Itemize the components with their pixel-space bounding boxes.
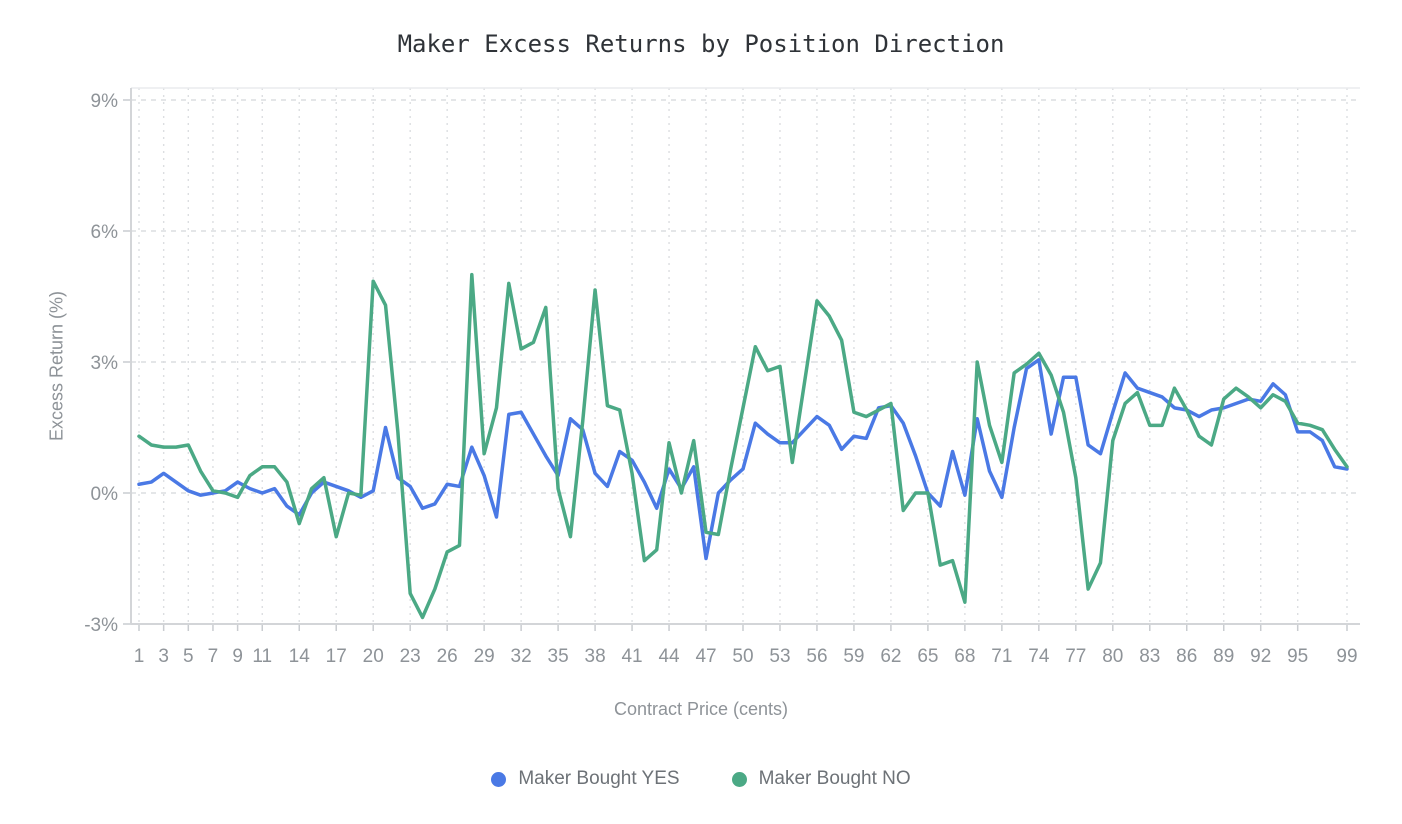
x-tick-label: 26 [437, 646, 458, 667]
x-tick-label: 14 [289, 646, 311, 667]
x-tick-label: 50 [732, 646, 753, 667]
x-tick-label: 99 [1336, 646, 1357, 667]
y-tick-label: 6% [91, 222, 119, 243]
x-tick-label: 32 [511, 646, 532, 667]
x-tick-label: 23 [400, 646, 421, 667]
x-tick-label: 65 [917, 646, 938, 667]
x-tick-label: 56 [806, 646, 827, 667]
x-tick-label: 35 [548, 646, 569, 667]
legend-dot-no [731, 771, 747, 787]
x-tick-label: 7 [208, 646, 219, 667]
legend-item-maker-bought-no[interactable]: Maker Bought NO [731, 768, 911, 790]
legend-item-maker-bought-yes[interactable]: Maker Bought YES [491, 768, 680, 790]
x-tick-label: 41 [621, 646, 642, 667]
x-tick-label: 29 [474, 646, 495, 667]
x-tick-label: 20 [363, 646, 384, 667]
y-tick-label: 0% [91, 484, 119, 505]
series-line-maker-bought-no [137, 272, 1349, 620]
chart-title: Maker Excess Returns by Position Directi… [397, 30, 1005, 58]
x-tick-label: 44 [658, 646, 680, 667]
x-tick-label: 9 [232, 646, 243, 667]
x-tick-label: 71 [991, 646, 1012, 667]
x-tick-label: 11 [252, 646, 272, 667]
x-tick-label: 1 [134, 646, 145, 667]
x-tick-label: 77 [1065, 646, 1086, 667]
x-tick-label: 47 [695, 646, 716, 667]
series-line-maker-bought-yes [137, 358, 1349, 561]
x-tick-label: 53 [769, 646, 790, 667]
x-tick-label: 74 [1028, 646, 1050, 667]
x-tick-label: 92 [1250, 646, 1271, 667]
x-tick-label: 59 [843, 646, 864, 667]
x-tick-label: 3 [158, 646, 169, 667]
y-tick-label: -3% [84, 615, 118, 636]
x-tick-label: 5 [183, 646, 194, 667]
x-tick-label: 17 [326, 646, 347, 667]
x-tick-label: 68 [954, 646, 975, 667]
x-tick-label: 80 [1102, 646, 1123, 667]
legend-label-yes: Maker Bought YES [518, 768, 680, 789]
legend-dot-yes [491, 771, 507, 787]
legend-label-no: Maker Bought NO [758, 768, 911, 789]
x-tick-label: 83 [1139, 646, 1160, 667]
x-tick-label: 89 [1213, 646, 1234, 667]
chart-legend: Maker Bought YES Maker Bought NO [0, 768, 1402, 790]
x-tick-label: 86 [1176, 646, 1197, 667]
x-tick-label: 95 [1287, 646, 1308, 667]
y-tick-label: 9% [91, 91, 119, 112]
x-axis-title: Contract Price (cents) [613, 699, 789, 719]
y-tick-label: 3% [91, 353, 119, 374]
x-tick-label: 38 [585, 646, 606, 667]
x-tick-label: 62 [880, 646, 901, 667]
